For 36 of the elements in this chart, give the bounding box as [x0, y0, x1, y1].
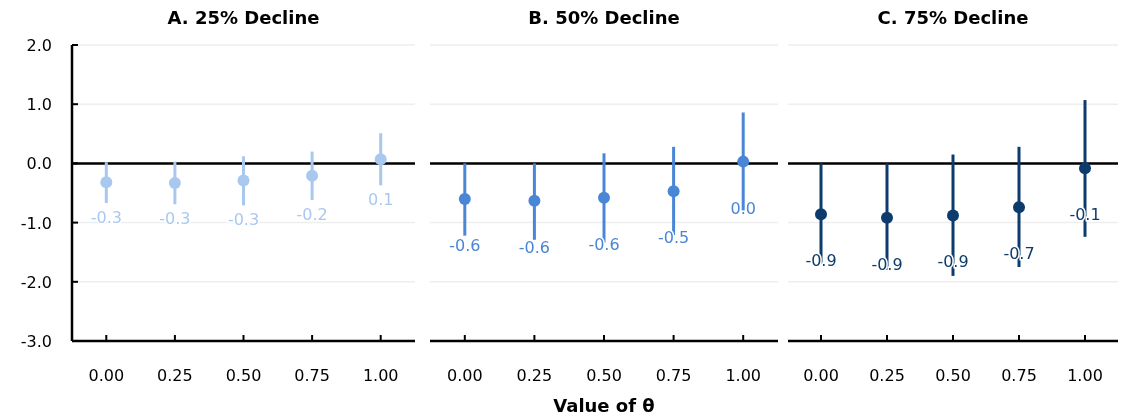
y-tick-label: 0.0 — [26, 154, 52, 174]
x-tick-label: 0.75 — [1001, 366, 1037, 385]
y-tick-label: 1.0 — [26, 95, 52, 115]
chart-title: B. 50% Decline — [528, 7, 680, 28]
x-tick-label: 0.50 — [935, 366, 971, 385]
data-label: -0.6 — [518, 237, 551, 257]
data-label: -0.9 — [805, 251, 837, 271]
y-tick-label: -1.0 — [20, 213, 52, 233]
y-tick-label: 2.0 — [26, 36, 52, 55]
x-tick-label: 0.25 — [516, 366, 553, 385]
x-tick-label: 0.25 — [157, 366, 193, 385]
x-tick-label: 0.50 — [225, 366, 262, 385]
chart-title: A. 25% Decline — [167, 7, 320, 28]
x-tick-label: 1.00 — [1067, 366, 1103, 385]
x-tick-label: 0.00 — [446, 366, 483, 385]
data-label: -0.5 — [657, 228, 690, 248]
data-label: -0.2 — [296, 205, 328, 225]
data-label: -0.3 — [227, 210, 260, 230]
chart-title: C. 75% Decline — [877, 7, 1029, 28]
y-tick-label: -2.0 — [20, 272, 52, 292]
x-tick-label: 1.00 — [362, 366, 399, 385]
x-tick-label: 0.50 — [586, 366, 622, 385]
data-label: 0.0 — [730, 198, 756, 218]
y-tick-label: -3.0 — [20, 332, 52, 351]
data-label: -0.6 — [449, 235, 481, 255]
x-tick-label: 1.00 — [725, 366, 762, 385]
x-tick-label: 0.00 — [803, 366, 839, 385]
x-axis-title: Value of θ — [553, 395, 655, 416]
data-label: -0.6 — [588, 234, 620, 254]
x-tick-label: 0.75 — [655, 366, 692, 385]
data-label: -0.3 — [159, 209, 191, 229]
data-label: 0.1 — [367, 190, 394, 210]
x-tick-label: 0.00 — [88, 366, 125, 385]
x-tick-label: 0.25 — [869, 366, 905, 385]
x-tick-label: 0.75 — [294, 366, 330, 385]
data-label: -0.3 — [90, 208, 122, 228]
